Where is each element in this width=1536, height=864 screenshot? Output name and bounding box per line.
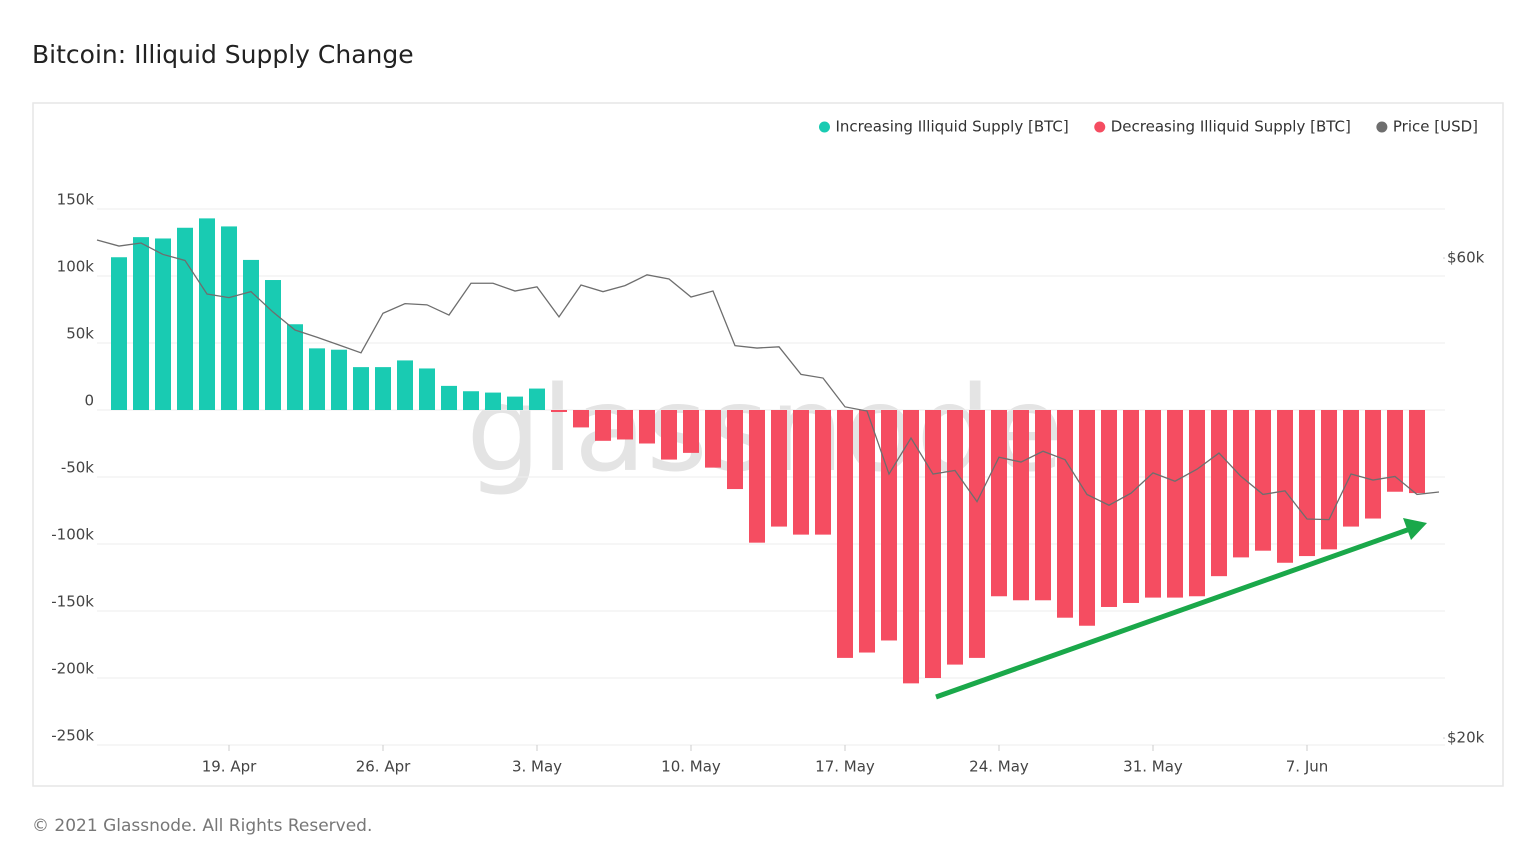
bar <box>683 410 699 453</box>
x-tick-label: 26. Apr <box>356 758 411 776</box>
bar <box>1277 410 1293 563</box>
price-line <box>96 239 1440 521</box>
y-tick-label: -150k <box>51 593 94 611</box>
y-tick-label: 50k <box>66 325 94 343</box>
bar <box>1211 410 1227 577</box>
bar <box>815 410 831 535</box>
bar <box>1035 410 1051 601</box>
bar <box>1321 410 1337 550</box>
bar <box>485 392 501 410</box>
bar <box>243 259 259 410</box>
bar <box>111 257 127 410</box>
bar <box>1101 410 1117 607</box>
y-tick-label: 150k <box>57 191 95 209</box>
bar <box>1013 410 1029 601</box>
x-tick-label: 31. May <box>1123 758 1183 776</box>
bar <box>1387 410 1403 492</box>
x-tick-label: 7. Jun <box>1286 758 1329 776</box>
bar <box>529 388 545 410</box>
bar <box>595 410 611 441</box>
bar <box>177 227 193 410</box>
legend-label: Price [USD] <box>1393 118 1478 136</box>
bar <box>1365 410 1381 519</box>
legend-label: Increasing Illiquid Supply [BTC] <box>835 118 1068 136</box>
bar <box>617 410 633 440</box>
legend-swatch <box>818 121 830 133</box>
bars <box>111 218 1425 684</box>
bar <box>1233 410 1249 558</box>
bar <box>551 410 567 413</box>
trend-arrow <box>935 518 1427 700</box>
bar <box>881 410 897 641</box>
bar <box>287 324 303 410</box>
y-tick-label: 100k <box>57 258 95 276</box>
footer: © 2021 Glassnode. All Rights Reserved. <box>32 816 372 836</box>
bar <box>353 367 369 410</box>
arrow-shaft <box>935 526 1411 700</box>
bar <box>771 410 787 527</box>
bar <box>639 410 655 444</box>
bar <box>463 391 479 410</box>
bar <box>661 410 677 460</box>
x-tick-label: 19. Apr <box>202 758 257 776</box>
y-tick-label: -50k <box>61 459 94 477</box>
bar <box>265 280 281 410</box>
bar <box>309 348 325 410</box>
axes: -250k -200k -150k -100k -50k 0 50k 100k 150k $20k… <box>51 191 1484 776</box>
bar <box>903 410 919 684</box>
bar <box>1255 410 1271 551</box>
y-tick-label: -100k <box>51 526 94 544</box>
bar <box>837 410 853 658</box>
bar <box>419 368 435 410</box>
bar <box>991 410 1007 597</box>
bar <box>727 410 743 490</box>
bar <box>947 410 963 665</box>
legend: Price [USD] Decreasing Illiquid Supply [B… <box>818 118 1478 136</box>
chart-title: Bitcoin: Illiquid Supply Change <box>32 40 414 69</box>
bar <box>397 360 413 410</box>
arrow-head <box>1403 518 1427 540</box>
bar <box>1343 410 1359 527</box>
bar <box>1299 410 1315 557</box>
bar <box>1079 410 1095 626</box>
bar <box>925 410 941 678</box>
bar <box>969 410 985 658</box>
y2-tick-label: $20k <box>1447 729 1485 747</box>
bar <box>793 410 809 535</box>
bar <box>1123 410 1139 603</box>
bar <box>331 349 347 410</box>
bar <box>1057 410 1073 618</box>
y-tick-label: -250k <box>51 727 94 745</box>
x-tick-label: 3. May <box>512 758 562 776</box>
bar <box>1145 410 1161 598</box>
bar <box>705 410 721 468</box>
bar <box>133 237 149 410</box>
lines <box>96 239 1440 521</box>
bar <box>199 218 215 410</box>
bar <box>441 385 457 410</box>
bar <box>573 410 589 428</box>
bar <box>375 367 391 410</box>
x-tick-label: 24. May <box>969 758 1029 776</box>
y-tick-label: 0 <box>84 392 94 410</box>
bar <box>155 238 171 410</box>
bar <box>1409 410 1425 494</box>
bar <box>1189 410 1205 597</box>
bar <box>859 410 875 653</box>
x-tick-label: 10. May <box>661 758 721 776</box>
legend-swatch <box>1376 121 1388 133</box>
legend-label: Decreasing Illiquid Supply [BTC] <box>1111 118 1351 136</box>
y2-tick-label: $60k <box>1447 249 1485 267</box>
legend-swatch <box>1094 121 1106 133</box>
bar <box>1167 410 1183 598</box>
bar <box>507 396 523 410</box>
bar <box>749 410 765 543</box>
y-tick-label: -200k <box>51 660 94 678</box>
x-tick-label: 17. May <box>815 758 875 776</box>
bar <box>221 226 237 410</box>
